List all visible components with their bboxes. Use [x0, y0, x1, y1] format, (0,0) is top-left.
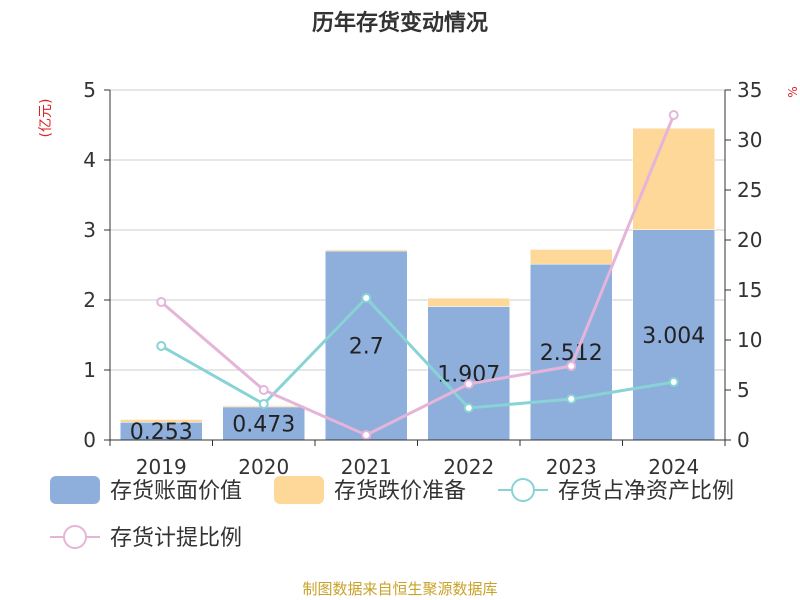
x-tick-label: 2022 — [443, 455, 494, 479]
point-provision-ratio — [566, 361, 577, 371]
right-axis-unit: % — [786, 86, 800, 97]
bar-book-value — [632, 229, 715, 441]
point-inventory-to-net-assets — [463, 403, 474, 413]
legend-swatch-marker — [63, 525, 87, 549]
x-tick-label: 2019 — [136, 455, 187, 479]
bar-data-label: 2.7 — [349, 335, 384, 360]
x-tick-label: 2020 — [238, 455, 289, 479]
bar-data-label: 3.004 — [642, 324, 705, 349]
line-layer — [156, 110, 679, 440]
legend-swatch-marker — [511, 478, 535, 502]
right-tick-label: 15 — [737, 278, 762, 302]
point-provision-ratio — [258, 385, 269, 395]
right-tick-label: 35 — [737, 78, 762, 102]
bar-book-value — [530, 263, 613, 441]
point-inventory-to-net-assets — [258, 399, 269, 409]
bar-impairment-provision — [120, 419, 203, 423]
point-inventory-to-net-assets — [668, 377, 679, 387]
right-tick-label: 0 — [737, 428, 750, 452]
point-inventory-to-net-assets — [156, 341, 167, 351]
right-tick-label: 20 — [737, 228, 762, 252]
bar-layer — [120, 127, 715, 441]
bar-data-label: 0.253 — [130, 420, 193, 445]
left-tick-label: 2 — [83, 288, 96, 312]
chart-title: 历年存货变动情况 — [312, 10, 488, 36]
point-provision-ratio — [668, 110, 679, 120]
legend-swatch — [50, 476, 100, 504]
x-tick-label: 2021 — [341, 455, 392, 479]
line-provision-ratio — [160, 114, 676, 437]
bar-book-value — [427, 306, 510, 441]
bar-book-value — [222, 406, 305, 441]
point-provision-ratio — [156, 297, 167, 307]
point-provision-ratio — [361, 430, 372, 440]
legend-label: 存货计提比例 — [110, 526, 242, 551]
bar-impairment-provision — [530, 249, 613, 265]
right-tick-label: 5 — [737, 378, 750, 402]
point-inventory-to-net-assets — [566, 394, 577, 404]
bar-book-value — [325, 250, 408, 441]
left-tick-label: 5 — [83, 78, 96, 102]
bar-impairment-provision — [325, 249, 408, 252]
source-footer: 制图数据来自恒生聚源数据库 — [302, 580, 498, 598]
x-tick-label: 2024 — [648, 455, 699, 479]
right-tick-label: 10 — [737, 328, 762, 352]
x-tick-label: 2023 — [546, 455, 597, 479]
legend-label: 存货跌价准备 — [334, 479, 466, 504]
left-tick-label: 1 — [83, 358, 96, 382]
bar-impairment-provision — [632, 127, 715, 230]
point-inventory-to-net-assets — [361, 293, 372, 303]
left-tick-label: 3 — [83, 218, 96, 242]
right-tick-label: 25 — [737, 178, 762, 202]
left-axis-unit: (亿元) — [38, 99, 54, 138]
legend-label: 存货占净资产比例 — [558, 479, 734, 504]
gridlines — [110, 89, 725, 371]
legend-label: 存货账面价值 — [110, 479, 242, 504]
point-provision-ratio — [463, 379, 474, 389]
left-tick-label: 0 — [83, 428, 96, 452]
bar-impairment-provision — [427, 297, 510, 307]
bar-data-label: 0.473 — [232, 412, 295, 437]
right-tick-label: 30 — [737, 128, 762, 152]
axes: 0 1 2 3 4 5 0 5 10 15 20 25 30 35 2019 2020 2021 2022 2023… — [83, 78, 762, 479]
left-tick-label: 4 — [83, 148, 96, 172]
legend-swatch — [274, 476, 324, 504]
line-inventory-to-net-assets — [160, 295, 674, 410]
